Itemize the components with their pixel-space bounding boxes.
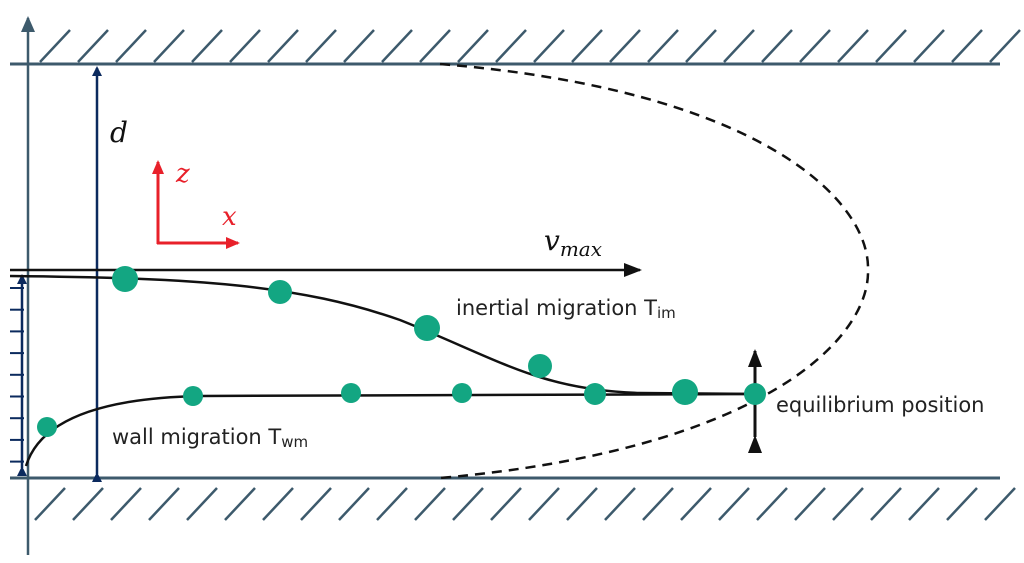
- particle: [414, 315, 440, 341]
- inertial-base: inertial migration T: [456, 296, 657, 320]
- hatch-line: [832, 487, 864, 521]
- vmax-base: v: [544, 224, 560, 257]
- hatch-line: [951, 29, 983, 63]
- hatch-line: [533, 29, 565, 63]
- hatch-line: [34, 487, 66, 521]
- hatch-line: [490, 487, 522, 521]
- equilibrium-label: equilibrium position: [776, 393, 984, 417]
- hatch-line: [528, 487, 560, 521]
- hatch-line: [343, 29, 375, 63]
- particle: [112, 266, 138, 292]
- particle: [341, 383, 361, 403]
- hatch-line: [913, 29, 945, 63]
- hatch-line: [799, 29, 831, 63]
- hatch-line: [566, 487, 598, 521]
- hatch-line: [908, 487, 940, 521]
- hatch-line: [794, 487, 826, 521]
- wall-label: wall migration Twm: [112, 425, 308, 451]
- particle: [528, 354, 552, 378]
- hatch-line: [495, 29, 527, 63]
- hatch-line: [376, 487, 408, 521]
- hatch-line: [647, 29, 679, 63]
- hatch-line: [110, 487, 142, 521]
- hatch-line: [39, 29, 71, 63]
- hatch-line: [381, 29, 413, 63]
- vmax-sub: max: [560, 237, 602, 261]
- hatch-line: [457, 29, 489, 63]
- particle: [183, 386, 203, 406]
- hatch-line: [77, 29, 109, 63]
- x-label: x: [222, 202, 237, 232]
- hatch-line: [685, 29, 717, 63]
- hatch-line: [229, 29, 261, 63]
- hatch-line: [723, 29, 755, 63]
- particle: [584, 383, 606, 405]
- d-label: d: [110, 116, 128, 149]
- hatch-line: [680, 487, 712, 521]
- hatch-line: [414, 487, 446, 521]
- particle: [268, 280, 292, 304]
- particle: [452, 383, 472, 403]
- hatch-line: [419, 29, 451, 63]
- hatch-line: [186, 487, 218, 521]
- wall-sub: wm: [281, 433, 308, 451]
- inertial-label: inertial migration Tim: [456, 296, 676, 322]
- hatch-line: [338, 487, 370, 521]
- z-label: z: [175, 159, 190, 189]
- vmax-label: vmax: [544, 224, 602, 261]
- wall-base: wall migration T: [112, 425, 281, 449]
- hatch-line: [946, 487, 978, 521]
- particle: [744, 383, 766, 405]
- hatch-line: [224, 487, 256, 521]
- hatch-line: [875, 29, 907, 63]
- hatch-line: [837, 29, 869, 63]
- hatch-line: [305, 29, 337, 63]
- particle: [37, 417, 57, 437]
- hatch-line: [191, 29, 223, 63]
- hatch-line: [300, 487, 332, 521]
- hatch-line: [984, 487, 1016, 521]
- hatch-line: [153, 29, 185, 63]
- wall-hatching: [34, 29, 1021, 521]
- inertial-path: [9, 274, 761, 396]
- hatch-line: [642, 487, 674, 521]
- hatch-line: [761, 29, 793, 63]
- hatch-line: [72, 487, 104, 521]
- inertial-sub: im: [657, 304, 676, 322]
- hatch-line: [452, 487, 484, 521]
- hatch-line: [571, 29, 603, 63]
- hatch-line: [718, 487, 750, 521]
- hatch-line: [115, 29, 147, 63]
- hatch-line: [148, 487, 180, 521]
- particles: [37, 266, 766, 437]
- hatch-line: [609, 29, 641, 63]
- hatch-line: [989, 29, 1021, 63]
- hatch-line: [870, 487, 902, 521]
- wall-path: [24, 392, 761, 467]
- hatch-line: [262, 487, 294, 521]
- hatch-line: [604, 487, 636, 521]
- particle: [672, 379, 698, 405]
- hatch-line: [756, 487, 788, 521]
- hatch-line: [267, 29, 299, 63]
